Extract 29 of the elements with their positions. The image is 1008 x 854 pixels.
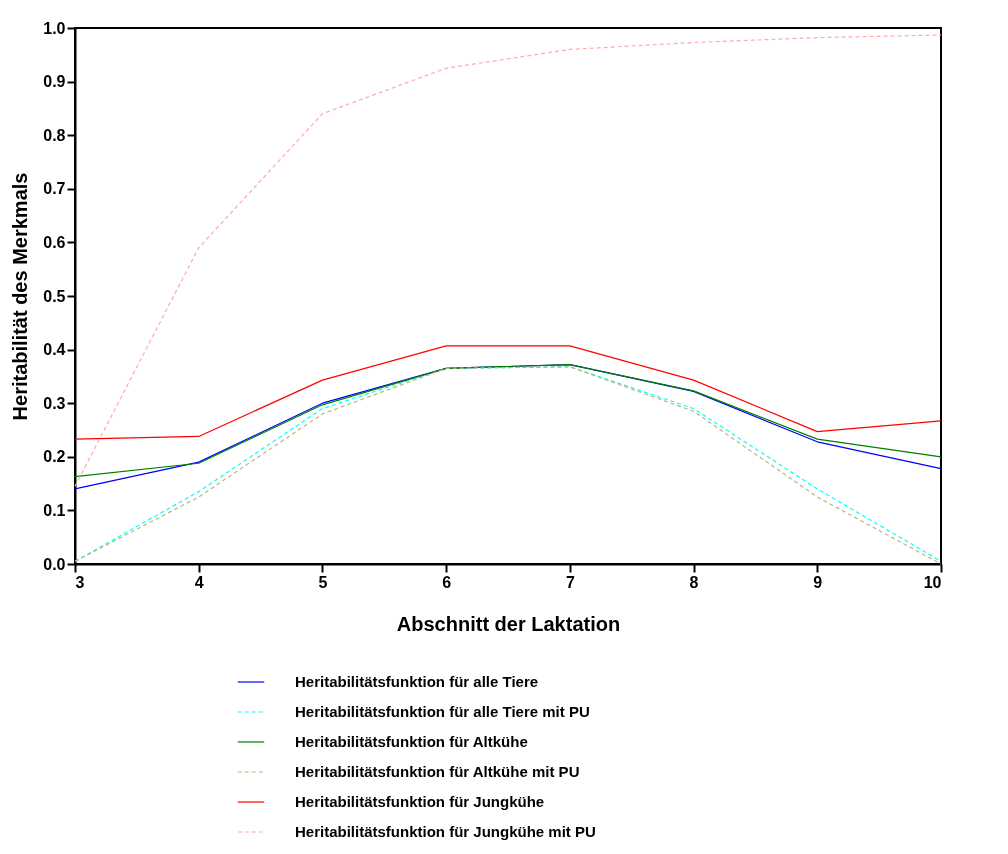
y-tick-label: 0.4 (43, 341, 66, 359)
x-tick-label: 8 (689, 573, 699, 591)
legend-label: Heritabilitätsfunktion für Jungkühe mit PU (295, 823, 596, 840)
x-tick-label: 10 (923, 573, 942, 591)
x-tick-label: 7 (565, 573, 575, 591)
x-tick-label: 3 (75, 573, 85, 591)
y-tick-label: 0.9 (43, 73, 66, 91)
legend-label: Heritabilitätsfunktion für Altkühe mit PU (295, 763, 580, 780)
line-series (74, 34, 942, 487)
line-series (74, 345, 942, 440)
y-tick-label: 0.0 (43, 555, 66, 573)
y-tick-label: 0.6 (43, 233, 66, 251)
legend-label: Heritabilitätsfunktion für alle Tiere mit PU (295, 703, 590, 720)
y-tick-label: 0.7 (43, 180, 66, 198)
y-tick-label: 0.2 (43, 448, 66, 466)
legend-label: Heritabilitätsfunktion für Altkühe (295, 733, 528, 750)
x-tick-label: 4 (194, 573, 204, 591)
legend-label: Heritabilitätsfunktion für Jungkühe (295, 793, 545, 810)
y-axis-title: Heritabilität des Merkmals (9, 172, 32, 421)
x-axis-title: Abschnitt der Laktation (396, 612, 621, 635)
y-tick-label: 0.1 (43, 501, 66, 519)
y-tick-label: 0.3 (43, 394, 66, 412)
x-tick-label: 6 (442, 573, 452, 591)
y-tick-label: 1.0 (43, 19, 66, 37)
legend-label: Heritabilitätsfunktion für alle Tiere (295, 673, 539, 690)
x-tick-label: 9 (813, 573, 823, 591)
y-tick-label: 0.5 (43, 287, 66, 305)
y-tick-label: 0.8 (43, 126, 66, 144)
x-tick-label: 5 (318, 573, 328, 591)
